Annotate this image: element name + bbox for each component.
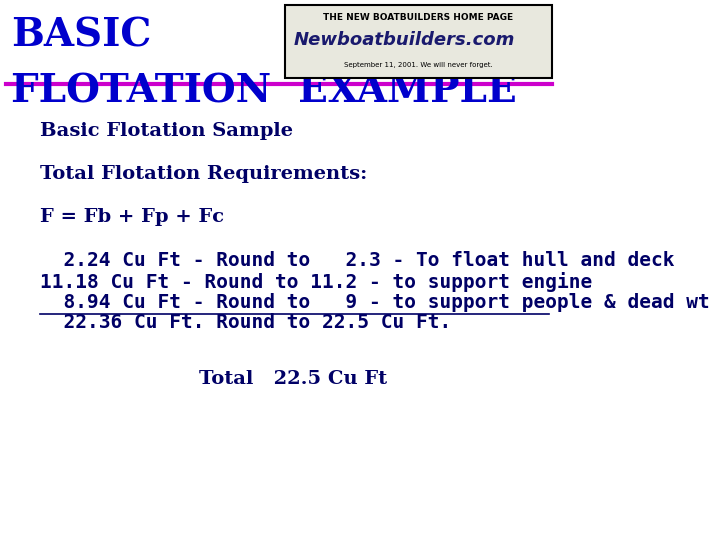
Text: September 11, 2001. We will never forget.: September 11, 2001. We will never forget… <box>344 62 492 68</box>
Text: THE NEW BOATBUILDERS HOME PAGE: THE NEW BOATBUILDERS HOME PAGE <box>323 14 513 22</box>
FancyBboxPatch shape <box>284 5 552 78</box>
Text: Total   22.5 Cu Ft: Total 22.5 Cu Ft <box>199 370 387 388</box>
Text: FLOTATION  EXAMPLE: FLOTATION EXAMPLE <box>12 73 517 111</box>
Text: 8.94 Cu Ft - Round to   9 - to support people & dead wt: 8.94 Cu Ft - Round to 9 - to support peo… <box>40 293 710 312</box>
Text: F = Fb + Fp + Fc: F = Fb + Fp + Fc <box>40 208 224 226</box>
Text: 22.36 Cu Ft. Round to 22.5 Cu Ft.: 22.36 Cu Ft. Round to 22.5 Cu Ft. <box>40 313 451 332</box>
Text: 11.18 Cu Ft - Round to 11.2 - to support engine: 11.18 Cu Ft - Round to 11.2 - to support… <box>40 272 592 292</box>
Text: Basic Flotation Sample: Basic Flotation Sample <box>40 122 293 139</box>
Text: BASIC: BASIC <box>12 16 152 54</box>
Text: Newboatbuilders.com: Newboatbuilders.com <box>294 31 515 49</box>
Text: Total Flotation Requirements:: Total Flotation Requirements: <box>40 165 367 183</box>
Text: 2.24 Cu Ft - Round to   2.3 - To float hull and deck: 2.24 Cu Ft - Round to 2.3 - To float hul… <box>40 251 675 270</box>
